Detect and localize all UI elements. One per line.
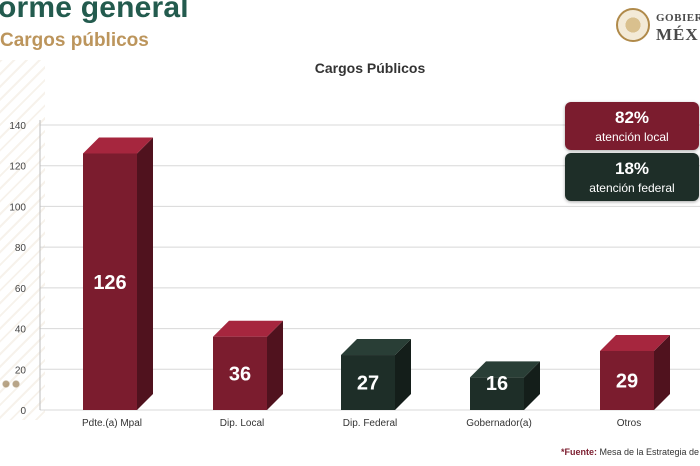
bar <box>83 153 137 410</box>
people-decoration-icon <box>0 378 24 400</box>
logo-bottom-text: MÉX <box>656 25 699 44</box>
bar-top <box>600 334 670 351</box>
callout-local-percent: 82% <box>614 108 650 127</box>
bar <box>600 350 654 410</box>
source-label: *Fuente: <box>561 447 597 457</box>
government-logo: GOBIERNO MÉX <box>616 8 700 44</box>
bar-value-label: 36 <box>229 363 251 385</box>
x-tick-label: Dip. Local <box>220 418 264 429</box>
bar-side <box>137 137 153 410</box>
x-tick-label: Pdte.(a) Mpal <box>82 418 142 429</box>
bar-top <box>341 339 411 356</box>
x-tick-label: Dip. Federal <box>343 418 397 429</box>
bar-top <box>83 137 153 154</box>
bar-side <box>395 339 411 410</box>
bar-side <box>524 361 540 410</box>
bar-side <box>267 320 283 410</box>
bar-top <box>470 361 540 378</box>
bar-value-label: 27 <box>357 373 379 395</box>
bar-value-label: 126 <box>93 272 126 294</box>
source-text: Mesa de la Estrategia de Pr <box>597 447 700 457</box>
decorative-pattern <box>0 60 45 420</box>
y-tick-label: 40 <box>15 325 27 336</box>
x-tick-label: Gobernador(a) <box>466 418 532 429</box>
y-tick-label: 80 <box>15 243 27 254</box>
callout-local-attention: 82% atención local <box>565 102 699 150</box>
x-tick-label: Otros <box>617 418 641 429</box>
y-tick-label: 60 <box>15 284 27 295</box>
bar <box>470 377 524 410</box>
national-seal-icon <box>616 8 650 42</box>
bar <box>213 336 267 410</box>
y-tick-label: 0 <box>20 406 26 417</box>
bar-side <box>654 334 670 410</box>
callout-federal-label: atención federal <box>589 181 675 195</box>
y-tick-label: 20 <box>15 365 27 376</box>
bar-value-label: 16 <box>486 373 508 395</box>
bar-value-label: 29 <box>616 370 638 392</box>
bar <box>341 355 395 410</box>
y-tick-label: 100 <box>9 202 26 213</box>
chart-title: Cargos Públicos <box>314 60 426 76</box>
y-tick-label: 120 <box>9 162 26 173</box>
page-subtitle: Cargos públicos <box>0 30 149 51</box>
logo-top-text: GOBIERNO <box>656 12 700 24</box>
callout-local-label: atención local <box>595 130 669 144</box>
callout-federal-attention: 18% atención federal <box>565 153 699 201</box>
source-footnote: *Fuente: Mesa de la Estrategia de Pr <box>561 447 700 457</box>
bar-top <box>213 320 283 337</box>
callout-federal-percent: 18% <box>614 159 650 178</box>
page-title: orme general <box>0 0 189 24</box>
y-tick-label: 140 <box>9 121 26 132</box>
